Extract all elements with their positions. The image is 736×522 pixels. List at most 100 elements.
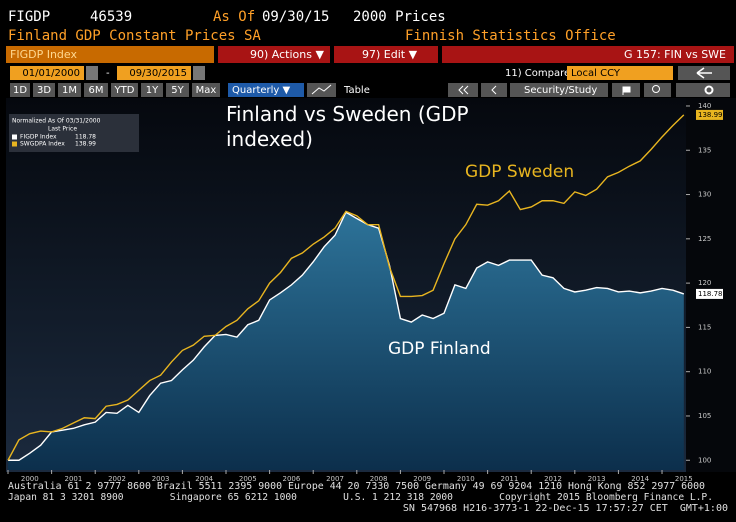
last-value-label: 138.99 bbox=[698, 111, 723, 119]
period-label: 3D bbox=[37, 85, 51, 96]
ticker: FIGDP bbox=[8, 9, 50, 25]
period-button[interactable] bbox=[10, 83, 30, 97]
x-tick-label: 2014 bbox=[631, 475, 649, 483]
prev-icon bbox=[491, 85, 497, 95]
y-tick-label: 100 bbox=[698, 456, 711, 464]
last-value-box bbox=[696, 109, 723, 120]
x-tick-label: 2004 bbox=[195, 475, 213, 483]
as-of-label: As Of bbox=[213, 9, 255, 25]
page: G 157: FIN vs SWE bbox=[624, 48, 726, 61]
chart-icon bbox=[311, 84, 332, 95]
zoom-button[interactable] bbox=[644, 83, 671, 97]
series-line bbox=[7, 114, 685, 461]
x-tick-label: 2008 bbox=[370, 475, 388, 483]
security: FIGDP Index bbox=[10, 48, 77, 61]
table[interactable]: Table bbox=[343, 85, 370, 96]
settings-button[interactable] bbox=[676, 83, 730, 97]
x-tick-label: 2000 bbox=[21, 475, 39, 483]
settings-icon bbox=[704, 85, 714, 95]
x-tick-label: 2013 bbox=[588, 475, 606, 483]
y-tick-label: 105 bbox=[698, 412, 711, 420]
annotation: GDP Sweden bbox=[465, 162, 574, 182]
edit-button[interactable] bbox=[334, 46, 438, 63]
dash: - bbox=[106, 68, 110, 79]
axis-area bbox=[686, 98, 736, 472]
y-tick-label: 120 bbox=[698, 279, 711, 287]
frequency-button[interactable] bbox=[228, 83, 304, 97]
chart-title-box: Finland vs Sweden (GDP indexed) bbox=[226, 102, 469, 151]
period-button[interactable] bbox=[111, 83, 138, 97]
start-date-field[interactable] bbox=[10, 66, 84, 80]
description: Finland GDP Constant Prices SA bbox=[8, 28, 261, 44]
compare-label: 11) Compare bbox=[505, 68, 570, 79]
period-button[interactable] bbox=[192, 83, 220, 97]
y-tick-label: 125 bbox=[698, 235, 711, 243]
footer-line: Japan 81 3 3201 8900 Singapore 65 6212 1… bbox=[8, 492, 713, 503]
compare-field[interactable] bbox=[567, 66, 673, 80]
security-study-button[interactable] bbox=[510, 83, 608, 97]
period-label: 1D bbox=[13, 85, 27, 96]
legend-swatch bbox=[12, 141, 17, 147]
legend-title: Normalized As Of 03/31/2000 bbox=[12, 118, 101, 125]
prices: 2000 Prices bbox=[353, 9, 446, 25]
calendar-icon[interactable] bbox=[86, 66, 98, 80]
y-tick-label: 135 bbox=[698, 146, 711, 154]
x-tick-label: 2006 bbox=[282, 475, 300, 483]
edit: 97) Edit ▼ bbox=[362, 48, 418, 61]
end-date: 09/30/2015 bbox=[129, 68, 187, 79]
legend-value: 138.99 bbox=[75, 141, 96, 148]
legend-label: FIGDP Index bbox=[20, 134, 57, 141]
as-of-date: 09/30/15 bbox=[262, 9, 329, 25]
chart-title: Finland vs Sweden (GDP indexed) bbox=[226, 102, 469, 151]
end-date-field[interactable] bbox=[117, 66, 191, 80]
zoom-icon bbox=[652, 85, 660, 93]
first-icon bbox=[458, 85, 469, 95]
x-tick-label: 2007 bbox=[326, 475, 344, 483]
security-box[interactable] bbox=[6, 46, 214, 63]
period-button[interactable] bbox=[58, 83, 81, 97]
y-tick-label: 115 bbox=[698, 323, 711, 331]
footer-line: SN 547968 H216-3773-1 22-Dec-15 17:57:27… bbox=[403, 503, 728, 514]
source: Finnish Statistics Office bbox=[405, 28, 616, 44]
y-tick-label: 130 bbox=[698, 191, 711, 199]
period-label: 1M bbox=[62, 85, 77, 96]
legend-subtitle: Last Price bbox=[48, 126, 77, 133]
last-value-box bbox=[696, 288, 723, 299]
x-tick-label: 2010 bbox=[457, 475, 475, 483]
compare-value: Local CCY bbox=[571, 68, 621, 79]
calendar-icon[interactable] bbox=[193, 66, 205, 80]
period-label: YTD bbox=[114, 85, 135, 96]
actions-button[interactable] bbox=[218, 46, 330, 63]
first-button[interactable] bbox=[448, 83, 478, 97]
period-button[interactable] bbox=[33, 83, 55, 97]
x-tick-label: 2012 bbox=[544, 475, 562, 483]
x-tick-label: 2002 bbox=[108, 475, 126, 483]
start-date: 01/01/2000 bbox=[22, 68, 80, 79]
x-tick-label: 2001 bbox=[64, 475, 82, 483]
x-tick-label: 2005 bbox=[239, 475, 257, 483]
x-tick-label: 2003 bbox=[152, 475, 170, 483]
legend-swatch bbox=[12, 134, 17, 140]
page-box bbox=[442, 46, 734, 63]
y-tick-label: 140 bbox=[698, 102, 711, 110]
period-label: 6M bbox=[89, 85, 104, 96]
prev-button[interactable] bbox=[481, 83, 507, 97]
actions: 90) Actions ▼ bbox=[250, 48, 324, 61]
x-tick-label: 2015 bbox=[675, 475, 693, 483]
area-fill bbox=[8, 212, 684, 470]
y-tick-label: 110 bbox=[698, 368, 711, 376]
security-study: Security/Study bbox=[524, 85, 597, 96]
last-value-label: 118.78 bbox=[698, 290, 723, 298]
period-button[interactable] bbox=[166, 83, 189, 97]
frequency: Quarterly ▼ bbox=[232, 85, 291, 96]
period-button[interactable] bbox=[84, 83, 108, 97]
period-button[interactable] bbox=[141, 83, 163, 97]
legend-label: SWGDPA Index bbox=[20, 141, 65, 148]
period-label: Max bbox=[196, 85, 217, 96]
period-label: 5Y bbox=[171, 85, 184, 96]
back-icon bbox=[696, 67, 712, 79]
x-tick-label: 2009 bbox=[413, 475, 431, 483]
x-tick-label: 2011 bbox=[501, 475, 519, 483]
flag-icon bbox=[622, 86, 631, 95]
